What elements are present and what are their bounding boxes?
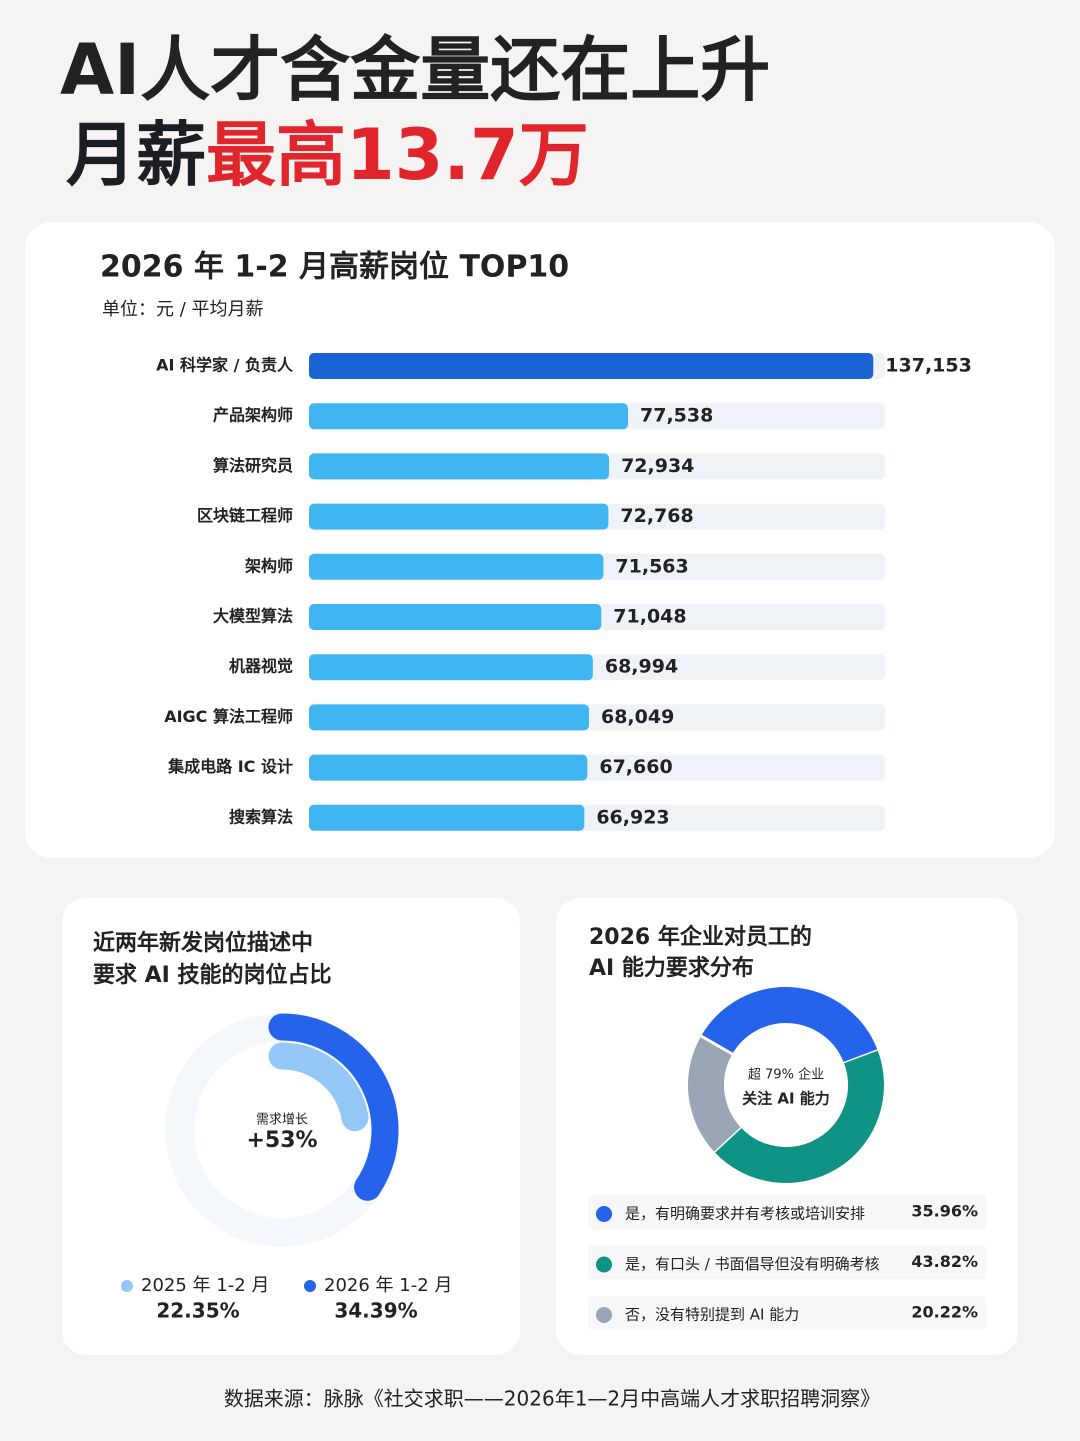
value-label: 137,153 bbox=[885, 355, 972, 377]
bar bbox=[309, 553, 604, 580]
value-label: 77,538 bbox=[640, 405, 713, 427]
value-label: 68,049 bbox=[601, 706, 674, 728]
legend-marker bbox=[596, 1307, 612, 1323]
bar bbox=[309, 704, 589, 731]
category-label: 区块链工程师 bbox=[197, 506, 293, 525]
value-label: 34.39% bbox=[334, 1299, 417, 1323]
legend-row bbox=[588, 1245, 986, 1280]
chart-title: 2026 年 1-2 月高薪岗位 TOP10 bbox=[100, 250, 569, 285]
headline-part: 月薪 bbox=[66, 114, 206, 196]
category-label: AI 科学家 / 负责人 bbox=[156, 356, 294, 375]
category-label: AIGC 算法工程师 bbox=[164, 707, 293, 726]
headline-highlight: 最高13.7万 bbox=[206, 114, 589, 196]
value-label: 72,934 bbox=[621, 455, 694, 477]
bar bbox=[309, 654, 593, 681]
center-label: 关注 AI 能力 bbox=[742, 1090, 830, 1108]
category-label: 大模型算法 bbox=[213, 607, 293, 626]
chart-title: 近两年新发岗位描述中 bbox=[93, 930, 313, 956]
legend-label: 是，有明确要求并有考核或培训安排 bbox=[625, 1205, 865, 1223]
category-label: 机器视觉 bbox=[229, 657, 293, 676]
center-value: +53% bbox=[246, 1128, 317, 1153]
ring-bg bbox=[222, 1070, 342, 1190]
chart-title: 要求 AI 技能的岗位占比 bbox=[93, 962, 332, 988]
donut-segment bbox=[688, 1036, 741, 1152]
bar bbox=[309, 604, 602, 630]
card bbox=[25, 222, 1055, 858]
bar bbox=[309, 754, 588, 781]
legend-label: 否，没有特别提到 AI 能力 bbox=[625, 1306, 799, 1324]
arc bbox=[268, 1013, 399, 1201]
value-label: 35.96% bbox=[911, 1202, 978, 1221]
value-label: 71,048 bbox=[613, 606, 686, 628]
category-label: 产品架构师 bbox=[213, 406, 293, 425]
category-label: 搜索算法 bbox=[229, 807, 293, 826]
value-label: 22.35% bbox=[156, 1299, 239, 1323]
headline: 月薪最高13.7万 bbox=[66, 114, 589, 196]
center-label: 超 79% 企业 bbox=[748, 1067, 824, 1083]
bar bbox=[309, 403, 629, 430]
category-label: 架构师 bbox=[244, 556, 293, 575]
value-label: 67,660 bbox=[599, 756, 672, 778]
value-label: 68,994 bbox=[605, 656, 678, 678]
chart-title: 2026 年企业对员工的 bbox=[589, 924, 812, 950]
headline: AI人才含金量还在上升 bbox=[60, 29, 770, 111]
arc bbox=[268, 1042, 369, 1132]
legend-label: 是，有口头 / 书面倡导但没有明确考核 bbox=[625, 1255, 880, 1273]
bar bbox=[309, 453, 610, 480]
value-label: 71,563 bbox=[615, 555, 688, 577]
segment-gap bbox=[699, 1034, 734, 1056]
bar bbox=[309, 503, 609, 530]
bar bbox=[309, 804, 585, 831]
value-label: 66,923 bbox=[596, 806, 669, 828]
value-label: 20.22% bbox=[911, 1303, 978, 1322]
source: 数据来源：脉脉《社交求职——2026年1—2月中高端人才求职招聘洞察》 bbox=[224, 1387, 880, 1411]
legend-label: 2026 年 1-2 月 bbox=[324, 1275, 452, 1296]
legend-marker bbox=[304, 1280, 316, 1292]
legend-marker bbox=[596, 1206, 612, 1222]
legend-marker bbox=[121, 1280, 133, 1292]
donut-segment bbox=[701, 987, 878, 1064]
category-label: 集成电路 IC 设计 bbox=[167, 757, 293, 776]
legend-row bbox=[588, 1296, 986, 1330]
legend-label: 2025 年 1-2 月 bbox=[141, 1275, 269, 1296]
value-label: 43.82% bbox=[911, 1252, 978, 1271]
chart-title: AI 能力要求分布 bbox=[589, 955, 754, 981]
card bbox=[556, 898, 1018, 1355]
value-label: 72,768 bbox=[620, 505, 693, 527]
center-label: 需求增长 bbox=[256, 1113, 308, 1128]
donut-segment bbox=[714, 1050, 884, 1183]
category-label: 算法研究员 bbox=[213, 456, 293, 475]
chart-subtitle: 单位：元 / 平均月薪 bbox=[102, 299, 264, 320]
legend-marker bbox=[596, 1256, 612, 1273]
bar bbox=[309, 353, 874, 379]
legend-row bbox=[588, 1195, 986, 1229]
